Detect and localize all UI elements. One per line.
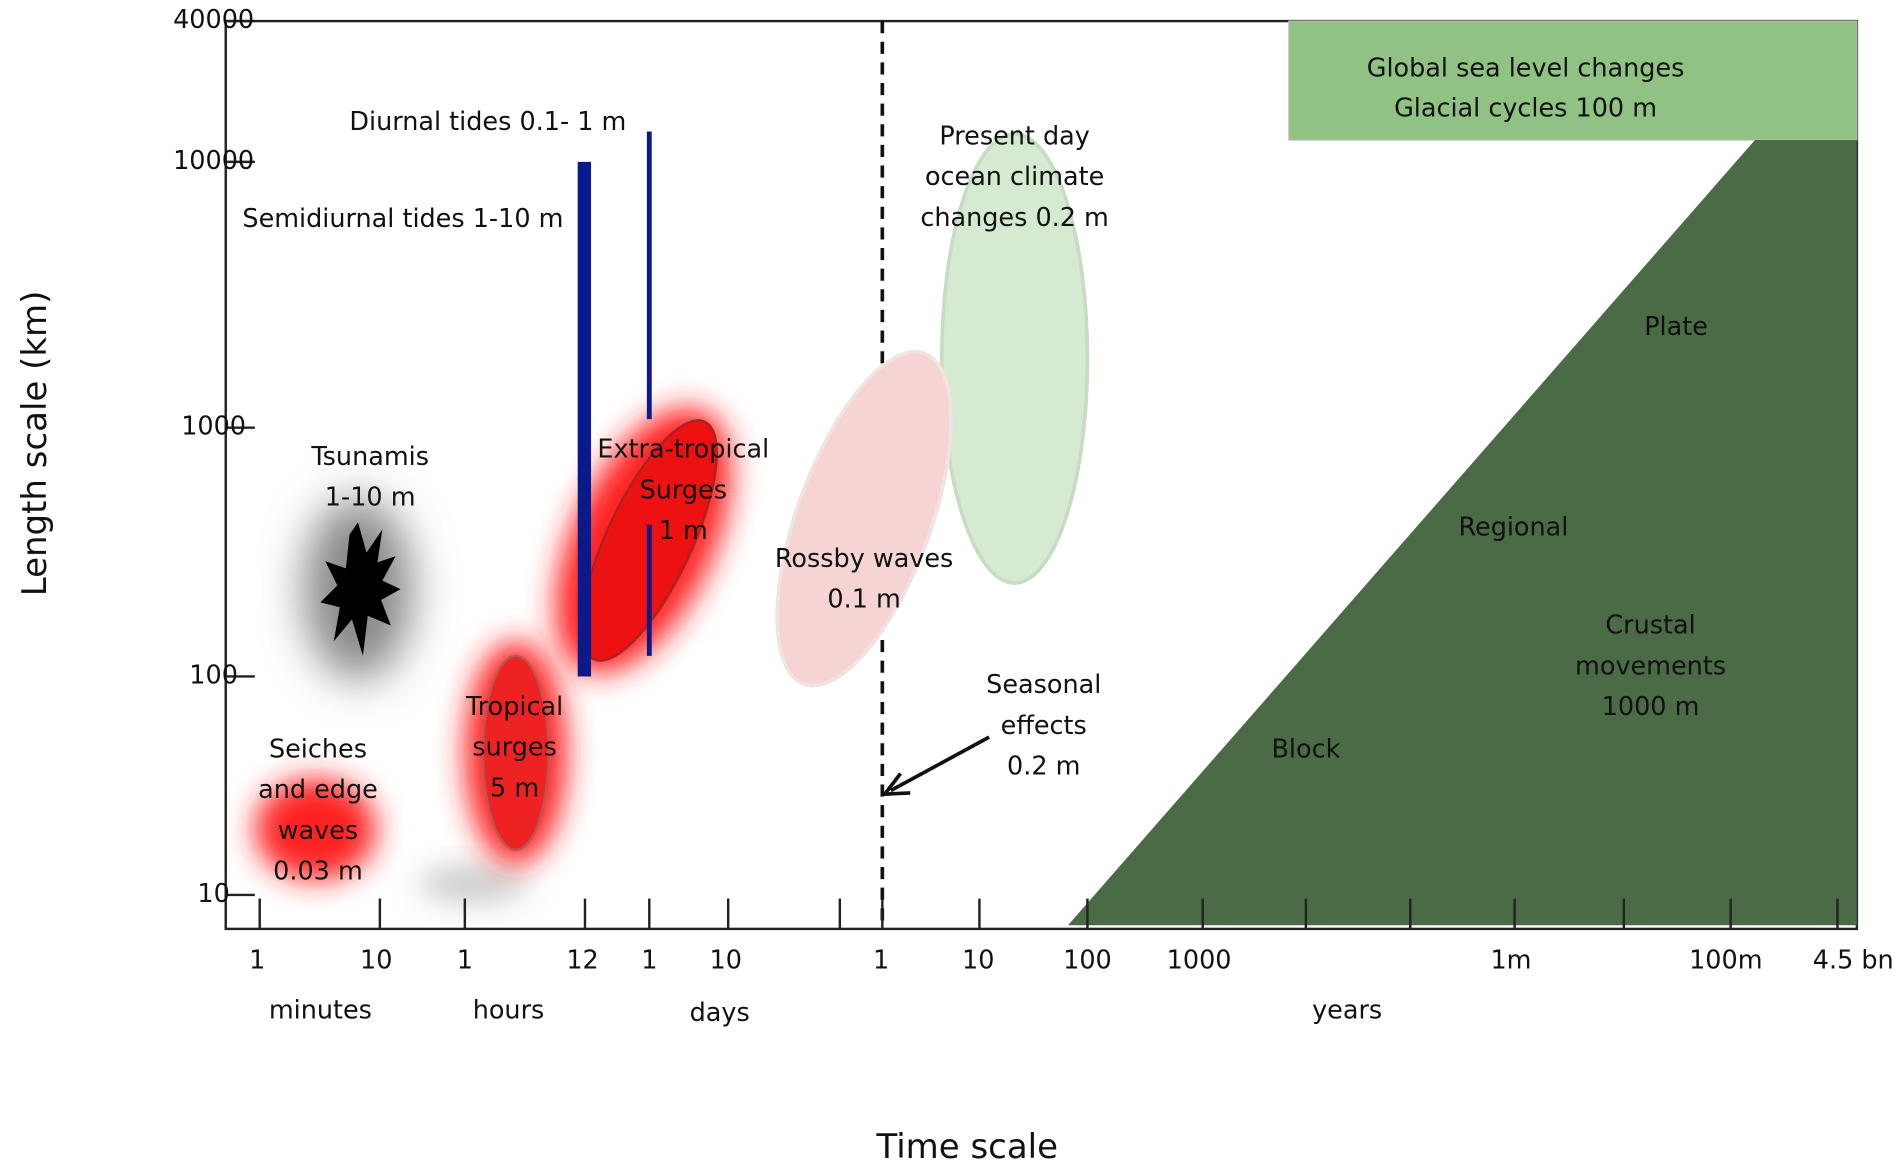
annotation: Tropical [465,692,563,722]
annotation: 1000 m [1602,692,1700,722]
y-tick-label: 10 [197,879,229,909]
annotation: Seiches [269,734,367,764]
header-text: Global sea level changes [1367,54,1685,84]
x-tick-label: 1 [457,946,473,976]
annotation: 0.2 m [1007,751,1080,781]
page: Time scale Length scale (km) 40000 10000 1… [0,0,1903,1166]
annotation: effects [1001,711,1087,741]
annotation: Semidiurnal tides 1-10 m [242,204,563,234]
y-title: Length scale (km) [15,291,55,597]
x-tick-label: 1 [249,946,265,976]
annotation: Regional [1458,512,1568,542]
annotation: and edge [258,775,378,805]
y-tick-label: 1000 [181,412,246,442]
annotation: Surges [640,475,727,505]
x-tick-label: 12 [566,946,598,976]
x-unit-label: days [690,998,750,1028]
annotation: 0.03 m [273,856,363,886]
x-tick-label: 1m [1490,946,1531,976]
y-tick-label: 100 [189,660,238,690]
x-unit-label: years [1312,995,1382,1025]
annotation: waves [278,816,358,846]
x-tick-label: 4.5 bn [1813,946,1894,976]
annotation: surges [472,733,557,763]
x-tick-label: 100 [1063,946,1112,976]
x-tick-label: 10 [710,946,742,976]
x-tick-label: 1000 [1167,946,1232,976]
annotation: movements [1575,651,1726,681]
climate-ellipse [942,134,1088,583]
y-tick-label: 40000 [173,5,254,35]
annotation: changes 0.2 m [920,203,1109,233]
annotation: Plate [1644,312,1708,342]
x-tick-label: 1 [873,946,889,976]
annotation: 1 m [659,516,708,546]
annotation: Diurnal tides 0.1- 1 m [349,107,626,137]
semidiurnal-bar [578,162,591,677]
x-unit-label: hours [473,995,545,1025]
diagram: Time scale Length scale (km) 40000 10000 1… [0,0,1903,1166]
header-text: Glacial cycles 100 m [1394,94,1657,124]
x-unit-label: minutes [269,995,372,1025]
x-tick-label: 10 [360,946,392,976]
annotation: 0.1 m [827,585,900,615]
annotation: Present day [939,122,1090,152]
annotation: Extra-tropical [597,435,769,465]
x-tick-label: 100m [1689,946,1762,976]
annotation: Tsunamis [310,442,429,472]
annotation: Block [1271,734,1340,764]
annotation: ocean climate [925,162,1104,192]
x-title: Time scale [876,1127,1058,1166]
shadow [419,865,528,904]
annotation: 1-10 m [325,483,416,513]
annotation: Seasonal [986,670,1101,700]
annotation: Rossby waves [775,544,953,574]
annotation: Crustal [1605,611,1695,641]
annotation: 5 m [490,773,539,803]
y-tick-label: 10000 [173,146,254,176]
x-tick-label: 1 [641,946,657,976]
x-tick-label: 10 [962,946,994,976]
